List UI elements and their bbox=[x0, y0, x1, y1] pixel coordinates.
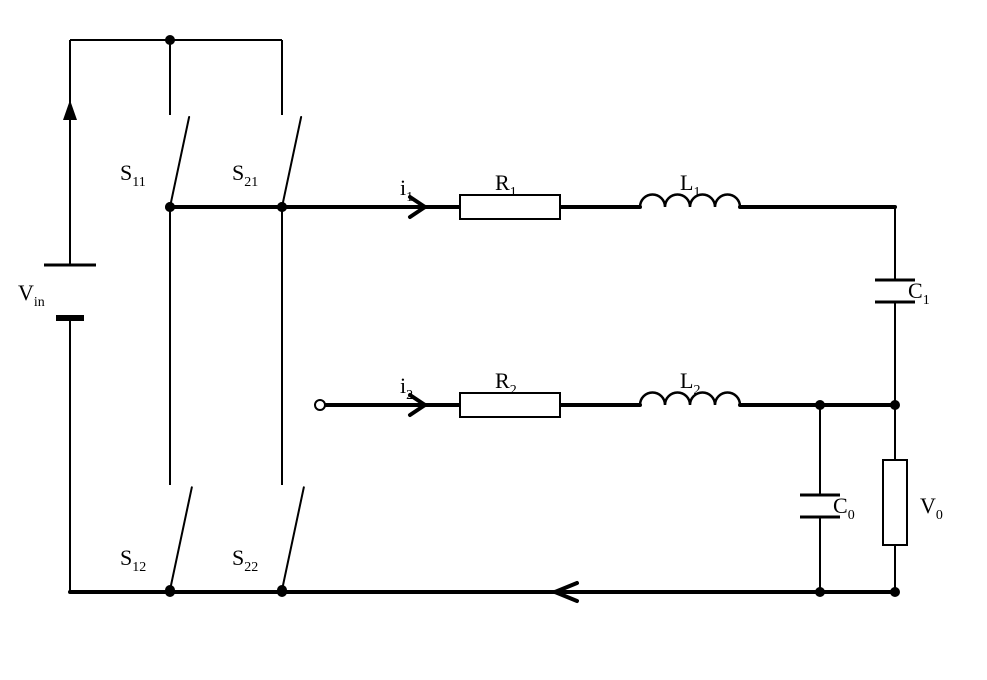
label-vin: Vin bbox=[18, 280, 45, 310]
open-terminal-icon bbox=[315, 400, 325, 410]
label-s21: S21 bbox=[232, 160, 258, 190]
load-v0 bbox=[883, 460, 907, 545]
source-arrow-icon bbox=[63, 100, 77, 120]
label-s12: S12 bbox=[120, 545, 146, 575]
label-i1: i1 bbox=[400, 175, 413, 205]
label-s11: S11 bbox=[120, 160, 146, 190]
label-s22: S22 bbox=[232, 545, 258, 575]
inductor-l1 bbox=[640, 195, 740, 208]
label-i2: i2 bbox=[400, 373, 413, 403]
inductor-l2 bbox=[640, 392, 740, 405]
label-v0: V0 bbox=[920, 493, 943, 523]
